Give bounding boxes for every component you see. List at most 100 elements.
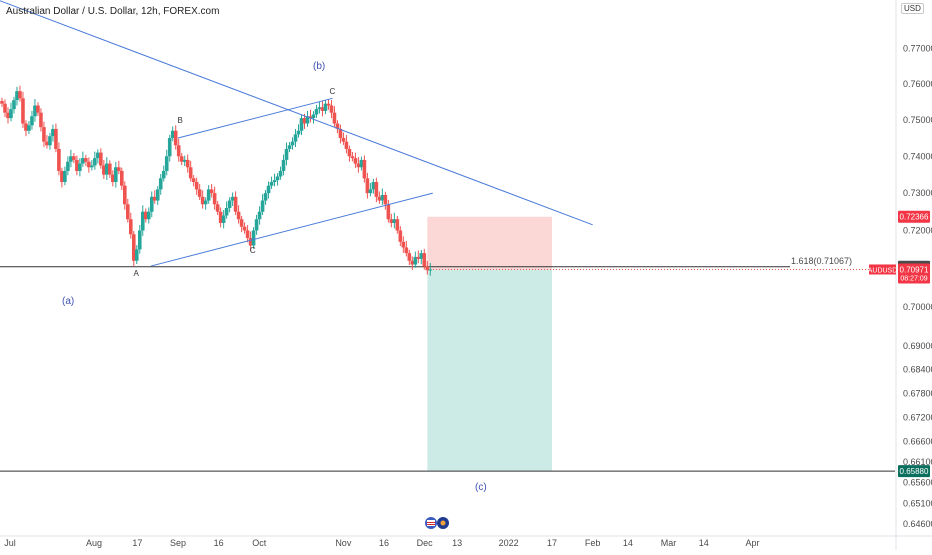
x-tick-label: Mar [661,538,677,548]
candle-body [212,193,217,205]
candle-body [179,156,184,162]
candle-body [173,130,178,146]
candle-body [155,189,160,201]
candle-body [188,167,193,179]
candle-body [164,156,169,171]
current-price-text: 0.70971 [900,265,929,274]
candle-body [254,219,259,231]
x-tick-label: Aug [86,538,102,548]
x-tick-label: 17 [132,538,142,548]
candle-body [194,182,199,190]
target-price-badge[interactable] [898,465,930,478]
candle-body [122,185,127,205]
candle-body [6,112,10,119]
candle-body [281,159,286,171]
currency-button[interactable]: USD [901,3,924,14]
candle-body [158,178,163,190]
candle-body [395,219,400,231]
candle-body [87,161,91,168]
take-profit-zone[interactable] [427,269,552,472]
candle-body [287,145,292,149]
candle-body [36,105,40,113]
candle-body [146,211,151,220]
wave-label: (c) [475,482,487,493]
candle-body [221,215,226,223]
stop-loss-zone[interactable] [427,216,552,270]
candle-body [284,148,289,160]
candle-body [296,130,301,135]
wave-label: (b) [313,61,325,72]
candle-body [42,127,46,142]
candle-body [125,204,130,220]
candle-body [302,118,307,124]
candle-body [75,159,79,171]
candle-body [200,196,205,205]
candle-body [51,128,55,137]
candle-body [84,158,88,162]
descending-trendline[interactable] [0,0,593,226]
candle-body [111,174,115,183]
candle-body [311,114,316,119]
candle-body [81,158,85,164]
candle-body [218,211,223,223]
candle-body [224,207,229,216]
current-price-badge[interactable] [898,263,930,284]
candle-body [407,253,412,261]
candle-body [326,103,331,106]
candle-body [323,103,328,111]
candle-body [24,123,28,131]
candle-body [416,256,421,259]
candle-body [93,158,97,166]
upper-channel-line[interactable] [177,97,333,139]
candle-body [203,200,208,205]
candle-body [3,103,7,113]
candle-body [410,260,415,265]
candle-body [305,116,310,124]
lower-channel-line[interactable] [150,192,433,267]
candle-body [57,148,61,171]
candle-body [233,196,238,212]
candle-body [335,123,340,129]
x-tick-label: 2022 [499,538,519,548]
candle-body [428,269,433,271]
candle-body [359,159,364,168]
candle-body [197,189,202,197]
candle-body [30,116,34,126]
x-tick-label: 14 [623,538,633,548]
candle-body [114,167,118,183]
candle-body [257,211,262,220]
candle-body [72,156,76,160]
candle-body [128,219,133,235]
pattern-point-label: A [134,269,140,278]
candle-body [365,178,370,194]
candle-body [275,176,280,181]
candle-body [206,189,211,201]
chart-title: Australian Dollar / U.S. Dollar, 12h, FO… [6,6,220,17]
candle-body [269,182,274,186]
candle-body [117,167,121,171]
x-tick-label: Feb [585,538,601,548]
candle-body [314,109,319,115]
candle-body [48,136,52,146]
stop-price-badge[interactable] [898,210,930,223]
candle-body [338,128,343,139]
x-tick-label: Dec [417,538,434,548]
candle-body [60,170,64,183]
candle-body [413,256,418,265]
symbol-tag[interactable] [869,264,896,275]
candle-body [317,107,322,110]
candle-body [371,182,376,190]
currency-flags-icon[interactable] [423,516,453,530]
candle-body [362,159,367,179]
candle-body [33,105,37,117]
candle-body [329,105,334,113]
